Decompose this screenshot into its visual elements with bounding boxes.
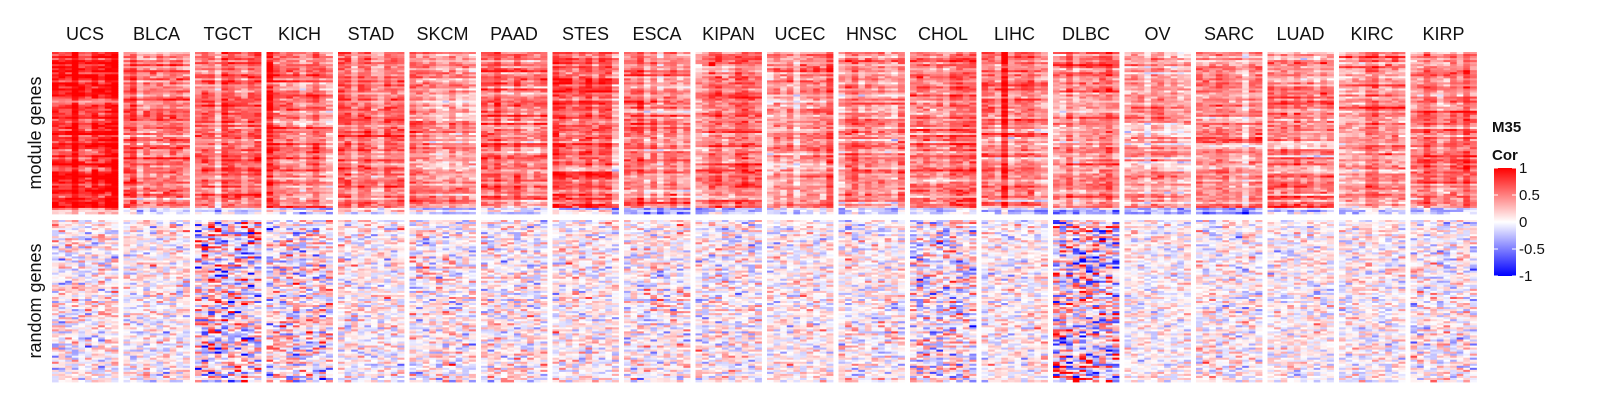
- heatmap-cell: [111, 380, 118, 382]
- column-label: DLBC: [1062, 24, 1110, 44]
- row-group-label: module genes: [25, 76, 45, 189]
- heatmap-cell: [163, 212, 170, 214]
- column-label: KIRP: [1422, 24, 1464, 44]
- column-label: SARC: [1204, 24, 1254, 44]
- heatmap-cell: [150, 380, 157, 382]
- heatmap-cell: [78, 212, 85, 214]
- heatmap-cell: [65, 380, 72, 382]
- heatmap-cell: [130, 212, 137, 214]
- heatmap-panel: [195, 52, 261, 382]
- heatmap-cell: [124, 380, 131, 382]
- heatmap-cell: [183, 380, 190, 382]
- column-label: UCEC: [774, 24, 825, 44]
- column-label: UCS: [66, 24, 104, 44]
- column-labels: UCS BLCA TGCT KICH STAD SKCM PAAD STES ESCA KIPAN…: [66, 24, 1465, 44]
- heatmap-cell: [59, 212, 66, 214]
- column-label: OV: [1144, 24, 1170, 44]
- heatmap-cell: [85, 212, 92, 214]
- heatmap-cell: [208, 212, 215, 214]
- heatmap-cell: [228, 380, 235, 382]
- row-group-label: random genes: [25, 243, 45, 358]
- column-label: HNSC: [846, 24, 897, 44]
- column-label: TGCT: [204, 24, 253, 44]
- heatmap-cell: [215, 212, 222, 214]
- heatmap-cell: [176, 380, 183, 382]
- heatmap-cell: [137, 212, 144, 214]
- heatmap-cell: [137, 380, 144, 382]
- heatmap-cell: [221, 380, 228, 382]
- heatmap-cell: [124, 212, 131, 214]
- column-label: STES: [562, 24, 609, 44]
- heatmap-cell: [105, 380, 112, 382]
- heatmap-cell: [111, 212, 118, 214]
- heatmap-cell: [143, 212, 150, 214]
- heatmap-cell: [202, 212, 209, 214]
- column-label: LUAD: [1276, 24, 1324, 44]
- column-label: STAD: [348, 24, 395, 44]
- heatmap-cell: [202, 380, 209, 382]
- heatmap-cell: [248, 380, 255, 382]
- heatmap-cell: [176, 212, 183, 214]
- heatmap-cell: [157, 212, 164, 214]
- heatmap-cell: [85, 380, 92, 382]
- column-label: SKCM: [416, 24, 468, 44]
- heatmap-cell: [241, 212, 248, 214]
- column-label: BLCA: [133, 24, 180, 44]
- heatmap-cell: [170, 380, 177, 382]
- heatmap-cell: [215, 380, 222, 382]
- heatmap-panel: [267, 52, 333, 382]
- heatmap-cell: [98, 212, 105, 214]
- column-label: PAAD: [490, 24, 538, 44]
- column-label: KICH: [278, 24, 321, 44]
- heatmap-cell: [78, 380, 85, 382]
- heatmap-panel: [124, 52, 190, 382]
- column-label: ESCA: [632, 24, 681, 44]
- heatmap-cell: [72, 380, 79, 382]
- column-label: LIHC: [994, 24, 1035, 44]
- column-label: KIPAN: [702, 24, 755, 44]
- heatmap-cell: [105, 212, 112, 214]
- heatmap-cell: [235, 380, 242, 382]
- heatmap-cell: [52, 212, 59, 214]
- heatmap-cell: [221, 212, 228, 214]
- heatmap-cell: [143, 380, 150, 382]
- heatmap-cell: [92, 380, 99, 382]
- column-label: CHOL: [918, 24, 968, 44]
- heatmap-panels: [52, 52, 1477, 382]
- heatmap-cell: [163, 380, 170, 382]
- heatmap-cell: [228, 212, 235, 214]
- heatmap-cell: [254, 212, 261, 214]
- heatmap-cell: [235, 212, 242, 214]
- heatmap-cell: [52, 380, 59, 382]
- heatmap-cell: [130, 380, 137, 382]
- heatmap-cell: [157, 380, 164, 382]
- heatmap-cell: [248, 212, 255, 214]
- heatmap-cell: [208, 380, 215, 382]
- heatmap-cell: [195, 380, 202, 382]
- heatmap-cell: [183, 212, 190, 214]
- column-label: KIRC: [1350, 24, 1393, 44]
- heatmap-cell: [170, 212, 177, 214]
- heatmap-cell: [98, 380, 105, 382]
- heatmap-cell: [241, 380, 248, 382]
- heatmap-cell: [72, 212, 79, 214]
- heatmap-panel: [52, 52, 118, 382]
- heatmap-cell: [150, 212, 157, 214]
- heatmap-cell: [59, 380, 66, 382]
- heatmap-cell: [195, 212, 202, 214]
- heatmap-cell: [65, 212, 72, 214]
- heatmap-cell: [254, 380, 261, 382]
- heatmap-cell: [92, 212, 99, 214]
- row-group-labels: module genes random genes: [25, 76, 45, 358]
